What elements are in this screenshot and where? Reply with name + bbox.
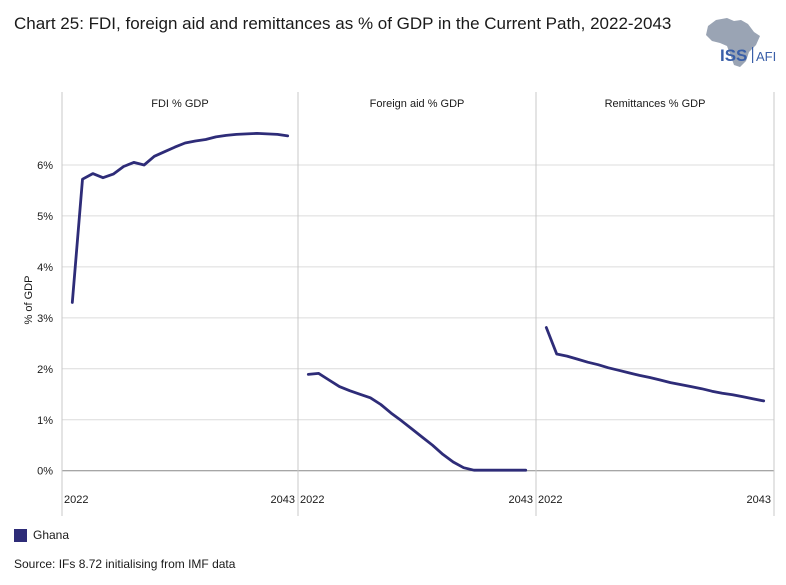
legend-swatch (14, 528, 27, 542)
logo-text-afi: AFI (756, 49, 776, 64)
x-tick-label: 2022 (64, 494, 88, 506)
panel-title: FDI % GDP (151, 98, 208, 110)
axes: 0% 1% 2% 3% 4% 5% 6% % of GDP 2022 2043 2022 2043 20… (23, 160, 771, 506)
x-tick-label: 2043 (509, 494, 533, 506)
series-lines (70, 131, 766, 472)
legend-label: Ghana (33, 528, 70, 542)
logo-divider (752, 47, 754, 63)
source-note: Source: IFs 8.72 initialising from IMF d… (14, 557, 236, 571)
y-tick-label: 4% (37, 262, 53, 274)
y-tick-label: 3% (37, 313, 53, 325)
x-tick-label: 2022 (538, 494, 562, 506)
x-tick-label: 2022 (300, 494, 324, 506)
y-tick-label: 6% (37, 160, 53, 172)
y-tick-label: 0% (37, 466, 53, 478)
panel-title: Remittances % GDP (605, 98, 706, 110)
x-tick-label: 2043 (271, 494, 295, 506)
x-tick-label: 2043 (747, 494, 771, 506)
panel-title: Foreign aid % GDP (370, 98, 465, 110)
series-line-ghana (70, 131, 290, 304)
series-line-ghana (544, 326, 766, 403)
africa-silhouette (706, 18, 760, 67)
y-tick-label: 5% (37, 211, 53, 223)
y-axis-title: % of GDP (23, 276, 35, 325)
chart-title: Chart 25: FDI, foreign aid and remittanc… (14, 14, 672, 33)
legend: Ghana (14, 528, 69, 542)
y-tick-label: 2% (37, 364, 53, 376)
logo-text-iss: ISS (720, 46, 747, 65)
grid-layer (62, 164, 774, 472)
panels: FDI % GDP Foreign aid % GDP Remittances % … (61, 92, 775, 516)
iss-afi-logo: ISS AFI (694, 12, 778, 70)
africa-map-icon: ISS AFI (706, 18, 776, 67)
series-line-ghana (306, 371, 528, 472)
y-tick-label: 1% (37, 415, 53, 427)
